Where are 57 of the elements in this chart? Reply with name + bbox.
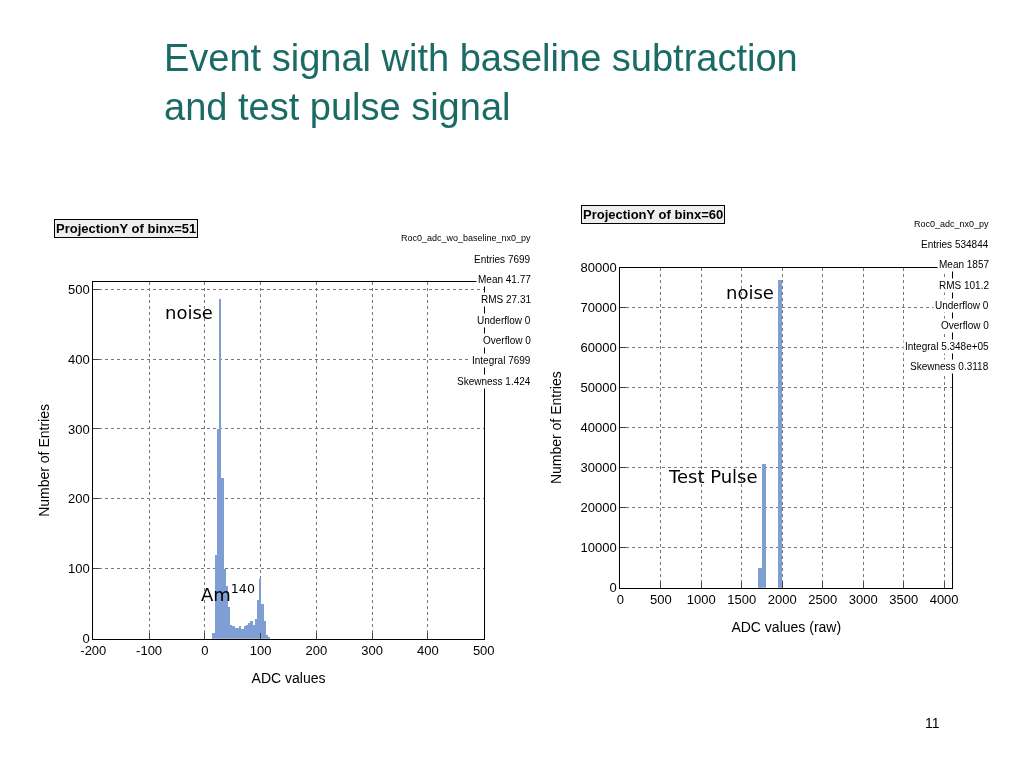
annotation: Overflow 0 [483,335,532,346]
x-tick-label: 0 [201,643,209,659]
x-tick-label: 4000 [929,592,959,608]
annotation: Skewness 1.424 [457,376,531,387]
x-tick-label: -100 [136,643,163,659]
annotation: RMS 27.31 [481,294,532,305]
y-tick-label: 50000 [580,380,617,396]
y-tick-label: 200 [68,491,90,507]
annotation: Underflow 0 [477,315,531,326]
y-tick-label: 500 [68,281,90,297]
y-axis-title: Number of Entries [548,371,565,485]
annotation: noise [726,282,774,303]
annotation: Mean 1857 [939,259,990,270]
x-tick-label: 2000 [767,592,797,608]
y-axis-title: Number of Entries [35,404,52,517]
annotation: Underflow 0 [935,300,989,311]
y-tick-label: 400 [68,351,90,367]
y-tick-label: 20000 [580,500,617,516]
annotation: RMS 101.2 [939,280,990,291]
y-tick-label: 10000 [580,540,617,556]
annotation: Mean 41.77 [478,274,532,285]
x-axis-title: ADC values (raw) [731,618,842,635]
x-tick-label: 500 [649,592,672,608]
y-tick-label: 300 [68,421,90,437]
annotation: Overflow 0 [941,320,990,331]
annotation: Test Pulse [668,466,758,487]
y-tick-label: 40000 [580,420,617,436]
annotation: Integral 7699 [472,355,531,366]
y-tick-label: 70000 [580,300,617,316]
chart-title: Event signal with baseline subtraction and test pulse signal [164,37,798,129]
x-tick-label: 1500 [727,592,757,608]
annotation: Skewness 0.3118 [910,361,989,372]
x-tick-label: 100 [249,643,272,659]
x-tick-label: 200 [305,643,328,659]
text: 11 [925,715,940,731]
text: Entries 534844 [921,239,989,250]
y-tick-label: 0 [609,580,617,596]
text: Roc0_adc_wo_baseline_nx0_py [401,233,532,243]
x-tick-label: 1000 [686,592,716,608]
x-tick-label: 2500 [808,592,838,608]
y-tick-label: 80000 [580,260,617,276]
annotation: Integral 5.348e+05 [905,341,990,352]
x-tick-label: 3000 [848,592,878,608]
x-tick-label: 300 [361,643,384,659]
y-tick-label: 30000 [580,460,617,476]
text: Roc0_adc_nx0_py [914,219,990,229]
x-tick-label: 500 [472,643,495,659]
x-axis-title: ADC values [251,669,326,686]
text: Entries 7699 [474,254,531,265]
annotation: noise [165,302,213,323]
y-tick-label: 60000 [580,340,617,356]
x-tick-label: 3500 [889,592,919,608]
chart-subtitle: ProjectionY of binx=51 [56,221,197,236]
x-tick-label: 400 [417,643,439,659]
annotation: Am$^{140}$ [201,581,255,605]
y-tick-label: 100 [68,561,90,577]
chart-title: ProjectionY of binx=60 [583,207,724,222]
